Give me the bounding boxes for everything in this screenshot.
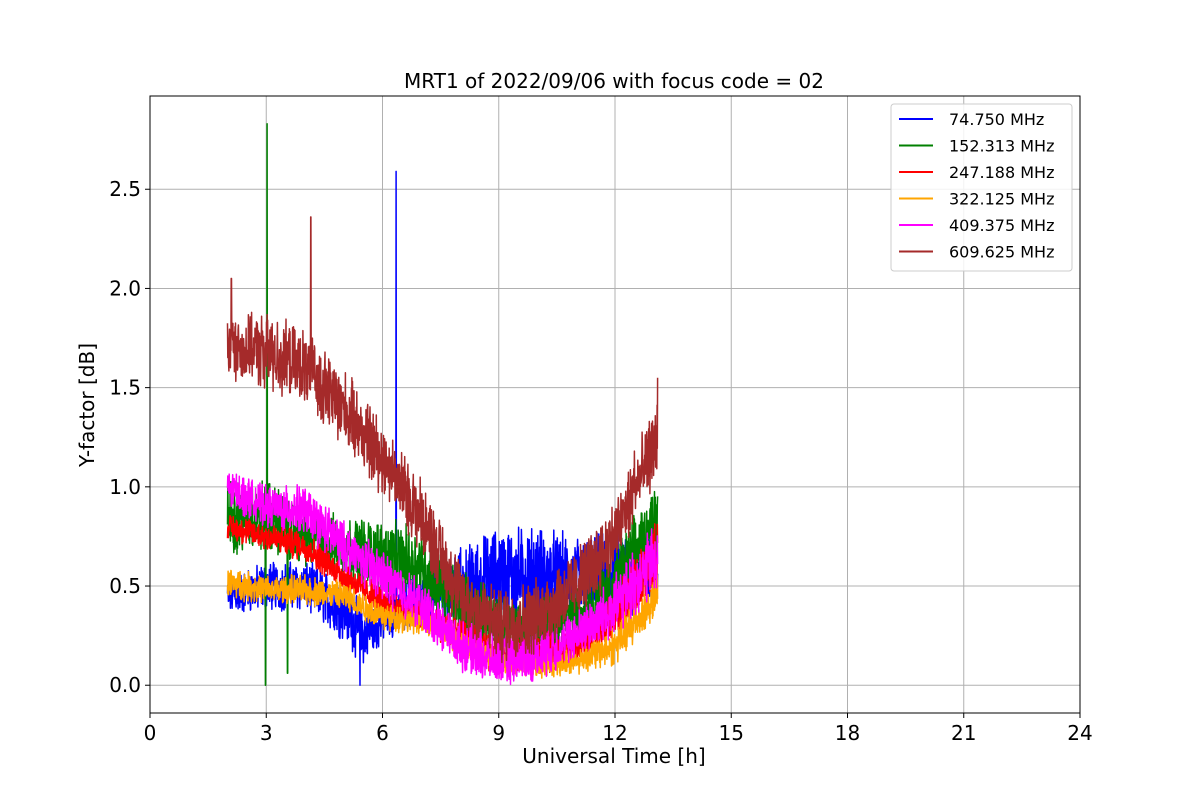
y-tick-label: 2.0 <box>109 276 141 300</box>
x-tick-label: 21 <box>951 721 976 745</box>
y-axis-label: Y-factor [dB] <box>75 343 99 468</box>
legend-label: 322.125 MHz <box>949 190 1054 209</box>
series-lines <box>226 123 659 686</box>
x-tick-label: 24 <box>1067 721 1092 745</box>
x-tick-label: 18 <box>835 721 860 745</box>
axis-ticks: 0 3 6 9 12 15 18 21 24 0.0 0.5 1.0 1.5 2.0 2.5 <box>109 177 1093 745</box>
legend-label: 74.750 MHz <box>949 110 1044 129</box>
legend-box <box>890 103 1073 272</box>
series-line-5 <box>226 216 659 664</box>
x-tick-label: 3 <box>260 721 273 745</box>
legend-label: 609.625 MHz <box>949 243 1054 262</box>
y-tick-label: 2.5 <box>109 177 141 201</box>
x-tick-label: 0 <box>144 721 157 745</box>
chart-title: MRT1 of 2022/09/06 with focus code = 02 <box>404 69 824 93</box>
y-tick-label: 0.5 <box>109 574 141 598</box>
x-tick-label: 15 <box>719 721 744 745</box>
y-tick-label: 1.0 <box>109 475 141 499</box>
x-axis-label: Universal Time [h] <box>522 744 705 768</box>
y-tick-label: 0.0 <box>109 673 141 697</box>
series-line-4 <box>226 473 659 686</box>
legend-label: 152.313 MHz <box>949 137 1054 156</box>
legend: 74.750 MHz 152.313 MHz 247.188 MHz 322.125 … <box>890 103 1073 272</box>
legend-label: 409.375 MHz <box>949 216 1054 235</box>
x-tick-label: 9 <box>492 721 505 745</box>
x-tick-label: 12 <box>602 721 627 745</box>
legend-label: 247.188 MHz <box>949 163 1054 182</box>
y-tick-label: 1.5 <box>109 376 141 400</box>
x-tick-label: 6 <box>376 721 389 745</box>
